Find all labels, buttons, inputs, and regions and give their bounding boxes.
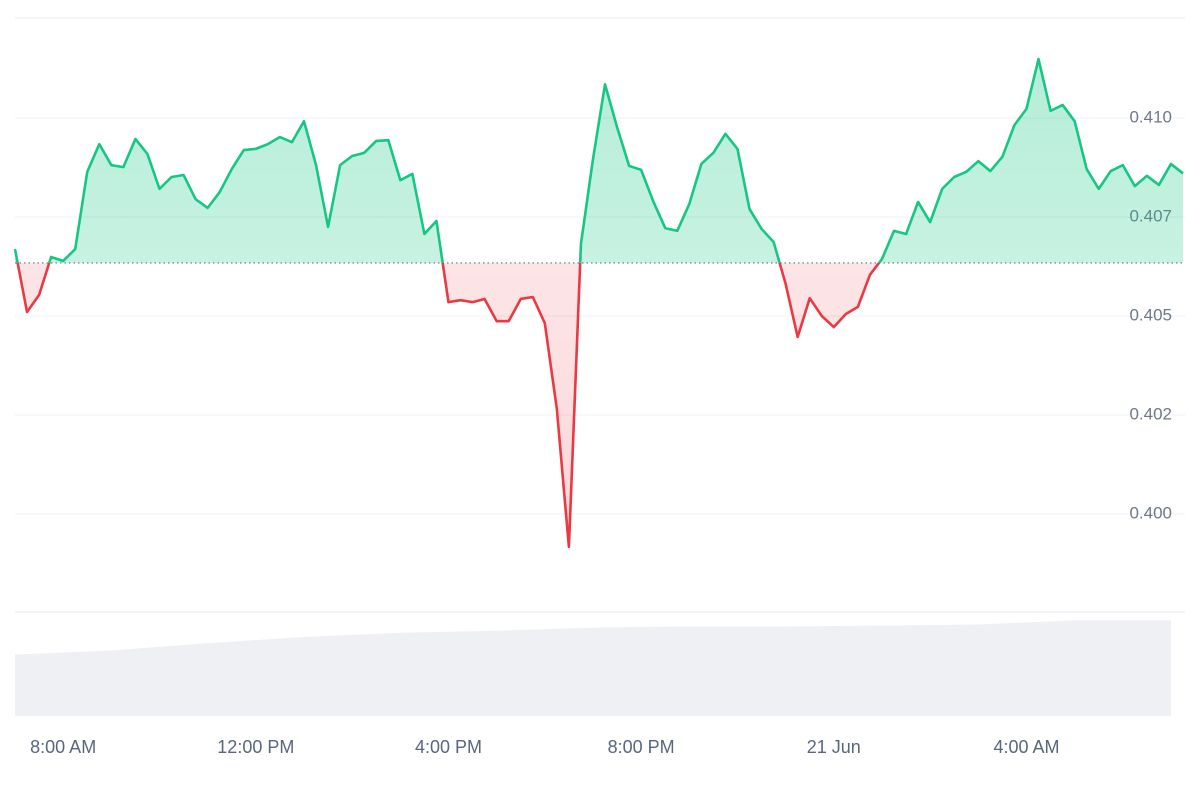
area-up — [15, 59, 1183, 263]
x-tick-label: 8:00 AM — [30, 737, 96, 757]
volume-area — [15, 620, 1171, 716]
x-tick-label: 4:00 AM — [993, 737, 1059, 757]
y-tick-label: 0.410 — [1129, 107, 1172, 126]
price-line-up — [13, 57, 1184, 263]
x-tick-label: 4:00 PM — [415, 737, 482, 757]
y-tick-label: 0.405 — [1129, 305, 1172, 324]
x-tick-label: 21 Jun — [807, 737, 861, 757]
y-tick-label: 0.400 — [1129, 503, 1172, 522]
x-tick-label: 8:00 PM — [608, 737, 675, 757]
y-tick-label: 0.402 — [1129, 404, 1172, 423]
x-tick-label: 12:00 PM — [217, 737, 294, 757]
area-down — [17, 262, 879, 547]
